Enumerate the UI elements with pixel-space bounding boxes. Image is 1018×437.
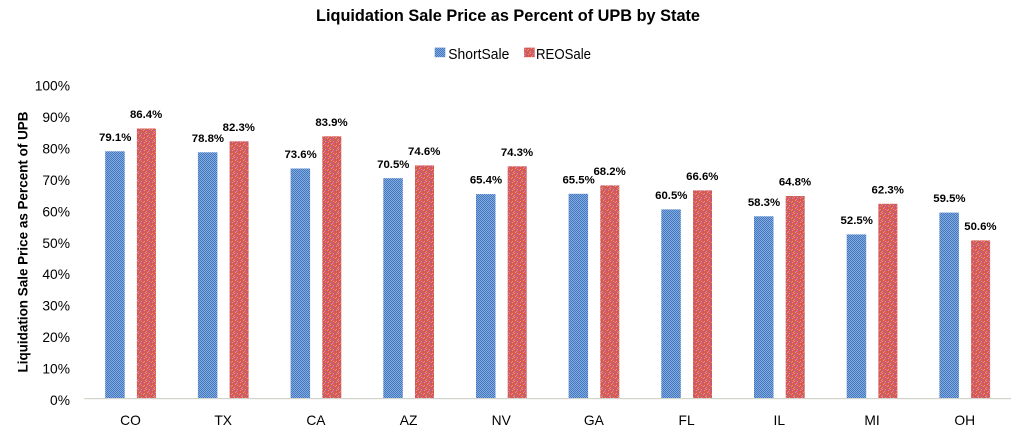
svg-text:83.9%: 83.9% bbox=[315, 117, 347, 129]
svg-text:50.6%: 50.6% bbox=[964, 221, 996, 233]
svg-text:TX: TX bbox=[214, 413, 232, 428]
svg-text:78.8%: 78.8% bbox=[192, 133, 224, 145]
svg-text:10%: 10% bbox=[42, 362, 70, 377]
svg-text:59.5%: 59.5% bbox=[933, 193, 965, 205]
svg-text:60%: 60% bbox=[42, 204, 70, 219]
svg-text:52.5%: 52.5% bbox=[841, 215, 873, 227]
svg-text:Liquidation Sale Price as Perc: Liquidation Sale Price as Percent of UPB bbox=[16, 111, 31, 372]
svg-text:60.5%: 60.5% bbox=[655, 190, 687, 202]
svg-text:Liquidation Sale Price as Perc: Liquidation Sale Price as Percent of UPB… bbox=[316, 6, 700, 25]
svg-text:74.6%: 74.6% bbox=[408, 146, 440, 158]
svg-text:CO: CO bbox=[120, 413, 141, 428]
svg-text:30%: 30% bbox=[42, 299, 70, 314]
svg-text:82.3%: 82.3% bbox=[223, 122, 255, 134]
svg-text:62.3%: 62.3% bbox=[872, 184, 904, 196]
svg-text:80%: 80% bbox=[42, 141, 70, 156]
svg-text:74.3%: 74.3% bbox=[501, 147, 533, 159]
svg-text:65.5%: 65.5% bbox=[562, 174, 594, 186]
svg-text:OH: OH bbox=[954, 413, 975, 428]
svg-text:GA: GA bbox=[584, 413, 605, 428]
svg-text:100%: 100% bbox=[35, 79, 70, 94]
svg-text:90%: 90% bbox=[42, 110, 70, 125]
svg-text:IL: IL bbox=[774, 413, 786, 428]
svg-text:68.2%: 68.2% bbox=[593, 166, 625, 178]
svg-text:79.1%: 79.1% bbox=[99, 132, 131, 144]
svg-text:REOSale: REOSale bbox=[536, 47, 591, 63]
svg-text:20%: 20% bbox=[42, 330, 70, 345]
svg-text:50%: 50% bbox=[42, 236, 70, 251]
svg-text:70.5%: 70.5% bbox=[377, 159, 409, 171]
svg-text:40%: 40% bbox=[42, 267, 70, 282]
svg-text:58.3%: 58.3% bbox=[748, 197, 780, 209]
svg-text:86.4%: 86.4% bbox=[130, 109, 162, 121]
svg-text:CA: CA bbox=[306, 413, 326, 428]
svg-text:0%: 0% bbox=[50, 393, 70, 408]
svg-text:66.6%: 66.6% bbox=[686, 171, 718, 183]
svg-text:ShortSale: ShortSale bbox=[448, 47, 509, 63]
svg-text:MI: MI bbox=[864, 413, 879, 428]
svg-text:NV: NV bbox=[492, 413, 512, 428]
svg-text:70%: 70% bbox=[42, 173, 70, 188]
svg-text:64.8%: 64.8% bbox=[779, 177, 811, 189]
svg-text:FL: FL bbox=[679, 413, 695, 428]
svg-text:73.6%: 73.6% bbox=[284, 149, 316, 161]
svg-text:AZ: AZ bbox=[400, 413, 418, 428]
svg-text:65.4%: 65.4% bbox=[470, 175, 502, 187]
